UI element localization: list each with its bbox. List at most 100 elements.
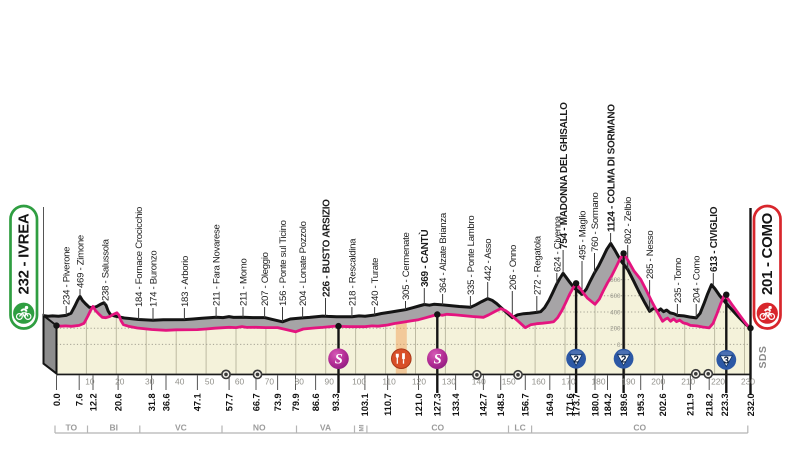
svg-text:171.6: 171.6: [565, 393, 575, 416]
svg-text:180.0: 180.0: [590, 393, 600, 416]
svg-text:220: 220: [711, 377, 725, 387]
svg-text:226 - BUSTO ARSIZIO: 226 - BUSTO ARSIZIO: [321, 199, 332, 297]
svg-text:235 - Torno: 235 - Torno: [673, 258, 684, 303]
svg-text:VC: VC: [175, 423, 187, 433]
svg-text:10: 10: [85, 377, 95, 387]
svg-text:0.0: 0.0: [52, 393, 62, 406]
svg-text:369 - CANTÙ: 369 - CANTÙ: [418, 230, 431, 287]
svg-text:240 - Turate: 240 - Turate: [370, 258, 381, 306]
svg-text:47.1: 47.1: [193, 393, 203, 411]
svg-text:MI: MI: [359, 424, 366, 431]
svg-text:364 - Alzate Brianza: 364 - Alzate Brianza: [438, 212, 449, 293]
svg-text:204 - Lonate Pozzolo: 204 - Lonate Pozzolo: [298, 221, 309, 306]
svg-text:207 - Oleggio: 207 - Oleggio: [260, 252, 271, 306]
svg-text:BI: BI: [109, 423, 118, 433]
svg-text:174 - Buronzo: 174 - Buronzo: [149, 251, 160, 307]
svg-text:90: 90: [325, 377, 335, 387]
svg-text:173.7: 173.7: [571, 393, 581, 416]
svg-text:0: 0: [617, 342, 621, 349]
svg-text:2: 2: [621, 354, 627, 365]
svg-text:200: 200: [610, 326, 621, 333]
svg-text:3: 3: [724, 356, 730, 367]
svg-text:140: 140: [472, 377, 486, 387]
svg-text:760 - Sormano: 760 - Sormano: [590, 192, 601, 252]
svg-text:184 - Fornace Crocicchio: 184 - Fornace Crocicchio: [134, 207, 145, 307]
svg-text:VA: VA: [320, 423, 331, 433]
svg-text:150: 150: [502, 377, 516, 387]
svg-text:60: 60: [235, 377, 245, 387]
svg-text:142.7: 142.7: [479, 393, 489, 416]
svg-text:SDS: SDS: [757, 346, 769, 369]
svg-text:31.8: 31.8: [147, 393, 157, 411]
svg-text:201 - COMO: 201 - COMO: [759, 212, 776, 295]
svg-text:624 - Civenna: 624 - Civenna: [552, 215, 563, 272]
svg-text:195.3: 195.3: [636, 393, 646, 416]
svg-text:40: 40: [175, 377, 185, 387]
svg-text:469 - Zimone: 469 - Zimone: [76, 235, 87, 288]
svg-text:127.3: 127.3: [433, 393, 443, 416]
svg-text:S: S: [434, 352, 442, 368]
svg-text:36.6: 36.6: [161, 393, 171, 411]
svg-text:495 - Maglio: 495 - Maglio: [578, 211, 589, 260]
svg-text:754 - MADONNA DEL GHISALLO: 754 - MADONNA DEL GHISALLO: [559, 102, 570, 249]
svg-text:CO: CO: [633, 423, 646, 433]
svg-text:12.2: 12.2: [88, 393, 98, 411]
svg-text:238 - Salussola: 238 - Salussola: [101, 238, 112, 301]
svg-text:211 - Momo: 211 - Momo: [239, 259, 250, 306]
svg-text:86.6: 86.6: [311, 393, 321, 411]
svg-text:LC: LC: [514, 423, 525, 433]
svg-text:100: 100: [352, 377, 366, 387]
svg-text:50: 50: [205, 377, 215, 387]
svg-text:183 - Arborio: 183 - Arborio: [180, 256, 191, 307]
svg-text:234 - Piverone: 234 - Piverone: [62, 247, 73, 305]
svg-text:80: 80: [295, 377, 305, 387]
svg-text:CO: CO: [431, 423, 444, 433]
svg-text:800: 800: [610, 277, 621, 284]
svg-text:232.0: 232.0: [746, 393, 756, 416]
svg-text:232 - IVREA: 232 - IVREA: [15, 213, 32, 294]
svg-text:230: 230: [741, 377, 755, 387]
svg-text:20: 20: [115, 377, 125, 387]
svg-text:20.6: 20.6: [113, 393, 123, 411]
svg-text:218 - Rescaldina: 218 - Rescaldina: [347, 238, 358, 306]
svg-text:190: 190: [621, 377, 635, 387]
svg-text:802 - Zelbio: 802 - Zelbio: [623, 197, 634, 244]
svg-text:400: 400: [610, 309, 621, 316]
svg-text:189.6: 189.6: [619, 393, 629, 416]
svg-text:285 - Nesso: 285 - Nesso: [645, 231, 656, 279]
svg-text:305 - Cermenate: 305 - Cermenate: [401, 233, 412, 301]
svg-text:218.2: 218.2: [705, 393, 715, 416]
svg-text:2: 2: [573, 354, 579, 365]
svg-text:79.9: 79.9: [291, 393, 301, 411]
svg-text:30: 30: [145, 377, 155, 387]
svg-text:184.2: 184.2: [603, 393, 613, 416]
svg-text:211.9: 211.9: [686, 393, 696, 415]
svg-text:210: 210: [681, 377, 695, 387]
svg-text:66.7: 66.7: [251, 393, 261, 411]
svg-text:211 - Fara Novarese: 211 - Fara Novarese: [212, 224, 223, 306]
svg-text:57.7: 57.7: [224, 393, 234, 411]
svg-text:S: S: [335, 352, 343, 368]
svg-text:613 - CIVIGLIO: 613 - CIVIGLIO: [709, 206, 720, 272]
svg-text:130: 130: [442, 377, 456, 387]
svg-text:202.6: 202.6: [658, 393, 668, 416]
svg-text:110: 110: [382, 377, 396, 387]
svg-text:223.3: 223.3: [720, 393, 730, 416]
svg-text:206 - Onno: 206 - Onno: [508, 245, 519, 290]
svg-text:103.1: 103.1: [360, 393, 370, 416]
svg-text:160: 160: [532, 377, 546, 387]
svg-text:335 - Ponte Lambro: 335 - Ponte Lambro: [466, 216, 477, 295]
svg-text:600: 600: [610, 293, 621, 300]
svg-text:1124 - COLMA DI SORMANO: 1124 - COLMA DI SORMANO: [606, 104, 617, 232]
svg-text:148.5: 148.5: [496, 393, 506, 416]
svg-text:442 - Asso: 442 - Asso: [483, 239, 494, 281]
svg-text:180: 180: [592, 377, 606, 387]
svg-text:110.7: 110.7: [383, 393, 393, 415]
svg-text:170: 170: [562, 377, 576, 387]
svg-text:NO: NO: [253, 423, 266, 433]
svg-text:120: 120: [412, 377, 426, 387]
svg-text:204 - Como: 204 - Como: [692, 256, 703, 303]
svg-text:272 - Regatola: 272 - Regatola: [532, 235, 543, 295]
svg-text:200: 200: [651, 377, 665, 387]
svg-text:93.3: 93.3: [331, 393, 341, 411]
